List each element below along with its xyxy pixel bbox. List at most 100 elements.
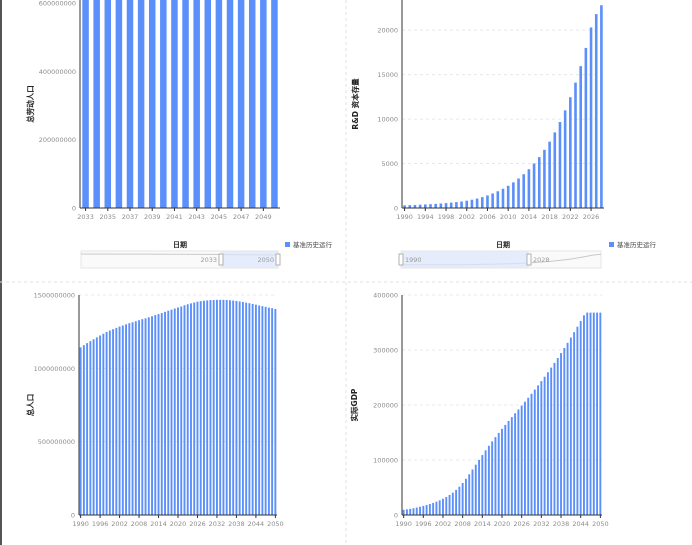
bar	[418, 204, 422, 208]
bar	[261, 306, 264, 515]
slider-selection[interactable]	[221, 251, 278, 268]
bar	[458, 486, 461, 515]
y-tick-label: 200000	[373, 402, 398, 410]
bar	[429, 204, 432, 208]
bar	[537, 157, 541, 208]
y-tick-label: 15000	[377, 71, 398, 79]
bar	[553, 132, 557, 208]
bar	[464, 478, 467, 515]
x-tick-label: 2008	[131, 520, 148, 528]
y-tick-label: 10000	[377, 116, 398, 124]
bar	[491, 193, 494, 208]
bar	[138, 320, 140, 515]
bar	[596, 312, 599, 515]
x-tick-label: 2018	[541, 213, 558, 221]
x-tick-label: 2044	[248, 520, 265, 528]
x-tick-label: 2038	[228, 520, 245, 528]
bar	[527, 169, 531, 208]
bar	[196, 301, 199, 515]
x-tick-label: 2002	[111, 520, 128, 528]
x-tick-label: 1998	[438, 213, 455, 221]
legend-label: 基准历史运行	[617, 240, 657, 249]
slider-handle-end[interactable]	[275, 253, 281, 266]
bar	[193, 0, 200, 208]
bar	[524, 401, 526, 515]
y-tick-label: 200000000	[39, 136, 76, 144]
bar	[451, 492, 454, 515]
bar	[212, 299, 215, 515]
bar	[569, 337, 572, 515]
y-tick-label: 0	[71, 512, 75, 520]
bar	[274, 308, 277, 515]
bar	[180, 306, 183, 515]
slider-start-label: 1990	[405, 256, 422, 264]
bar	[267, 307, 270, 515]
bar	[563, 110, 567, 208]
x-tick-label: 2032	[209, 520, 226, 528]
bar	[532, 163, 536, 208]
bar	[147, 317, 150, 515]
bar	[594, 14, 598, 208]
y-tick-label: 0	[72, 205, 76, 213]
bar	[589, 27, 593, 208]
x-tick-label: 2010	[500, 213, 517, 221]
y-tick-label: 0	[394, 512, 398, 520]
y-axis-title: 实际GDP	[349, 388, 359, 421]
slider-start-label: 2033	[200, 256, 217, 264]
bar	[548, 141, 551, 208]
bar	[215, 0, 223, 208]
slider-selection[interactable]	[401, 251, 529, 268]
bar	[128, 323, 131, 515]
bar	[225, 299, 228, 515]
x-tick-label: 2037	[122, 213, 139, 221]
bar	[455, 202, 458, 208]
x-tick-label: 2038	[553, 520, 570, 528]
bar	[177, 307, 179, 515]
slider-handle-start[interactable]	[218, 253, 224, 266]
bar	[449, 202, 453, 208]
x-axis-title: 日期	[173, 240, 187, 249]
x-tick-label: 2026	[513, 520, 530, 528]
bar	[579, 66, 582, 208]
bar	[540, 381, 543, 515]
bar	[569, 97, 572, 208]
x-tick-label: 1994	[417, 213, 434, 221]
x-tick-label: 2041	[166, 213, 183, 221]
bar	[424, 204, 427, 208]
bar	[507, 421, 510, 515]
bar	[226, 0, 234, 208]
bar	[170, 309, 173, 515]
bar	[271, 308, 274, 515]
legend-swatch[interactable]	[285, 242, 290, 247]
bar	[141, 319, 144, 515]
slider-handle-start[interactable]	[398, 253, 404, 266]
bar	[241, 302, 244, 515]
bar	[193, 302, 196, 515]
y-tick-label: 20000	[377, 27, 398, 35]
x-tick-label: 2033	[77, 213, 94, 221]
legend-label: 基准历史运行	[293, 240, 333, 249]
bar	[203, 300, 205, 515]
bar	[566, 342, 569, 515]
bar	[415, 507, 418, 515]
slider-handle-end[interactable]	[526, 253, 532, 266]
bar	[258, 305, 261, 515]
bar	[442, 498, 444, 515]
x-axis-title: 日期	[496, 240, 510, 249]
legend-swatch[interactable]	[609, 242, 614, 247]
bar	[209, 300, 212, 515]
x-tick-label: 1996	[415, 520, 432, 528]
bar	[494, 437, 497, 515]
bar	[550, 367, 553, 515]
x-tick-label: 2014	[521, 213, 538, 221]
bar	[573, 332, 576, 515]
x-tick-label: 2035	[100, 213, 117, 221]
x-tick-label: 2039	[144, 213, 161, 221]
x-tick-label: 2014	[474, 520, 491, 528]
bar	[237, 0, 245, 208]
bar	[190, 303, 192, 515]
bar	[219, 299, 222, 515]
bar	[435, 501, 438, 515]
y-tick-label: 5000	[381, 160, 398, 168]
